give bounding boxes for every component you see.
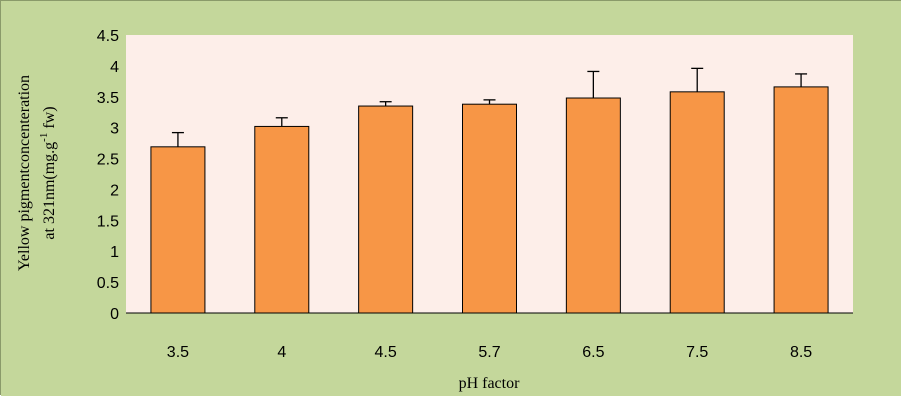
x-tick-label: 7.5	[686, 344, 708, 361]
x-tick-label: 8.5	[790, 344, 812, 361]
bars	[150, 86, 829, 314]
y-axis-title-line2-prefix: at 321nm(mg.g	[41, 142, 58, 240]
y-tick-label: 2	[110, 182, 119, 199]
y-tick-label: 1.5	[97, 213, 119, 230]
y-axis-title-line1: Yellow pigmentconcenteration	[16, 75, 33, 271]
x-tick-label: 4.5	[375, 344, 397, 361]
x-tick-label: 6.5	[582, 344, 604, 361]
bar	[358, 105, 414, 314]
bar	[669, 91, 725, 314]
y-tick-label: 2.5	[97, 152, 119, 169]
x-tick-label: 3.5	[167, 344, 189, 361]
y-tick-label: 4	[110, 59, 119, 76]
y-tick-label: 0.5	[97, 275, 119, 292]
y-tick-label: 4.5	[97, 28, 119, 45]
bar	[462, 103, 517, 314]
y-tick-label: 1	[110, 244, 119, 261]
x-tick-label: 4	[277, 344, 286, 361]
bar	[150, 146, 206, 314]
y-axis-title-line2-suffix: fw)	[41, 106, 58, 132]
y-tick-label: 3.5	[97, 90, 119, 107]
y-tick-label: 3	[110, 121, 119, 138]
y-axis-title-line2-superscript: -1	[38, 133, 50, 142]
bar	[254, 125, 310, 314]
error-bars	[171, 67, 808, 147]
x-axis-ticks: 3.5 4 4.5 5.7 6.5 7.5 8.5	[167, 344, 812, 361]
bar	[565, 97, 621, 314]
x-axis-title: pH factor	[459, 375, 521, 392]
y-axis-ticks: 0 0.5 1 1.5 2 2.5 3 3.5 4 4.5	[97, 28, 119, 323]
y-tick-label: 0	[110, 306, 119, 323]
x-tick-label: 5.7	[478, 344, 500, 361]
bar	[773, 86, 829, 314]
y-axis-title-line2: at 321nm(mg.g-1 fw)	[38, 106, 58, 239]
